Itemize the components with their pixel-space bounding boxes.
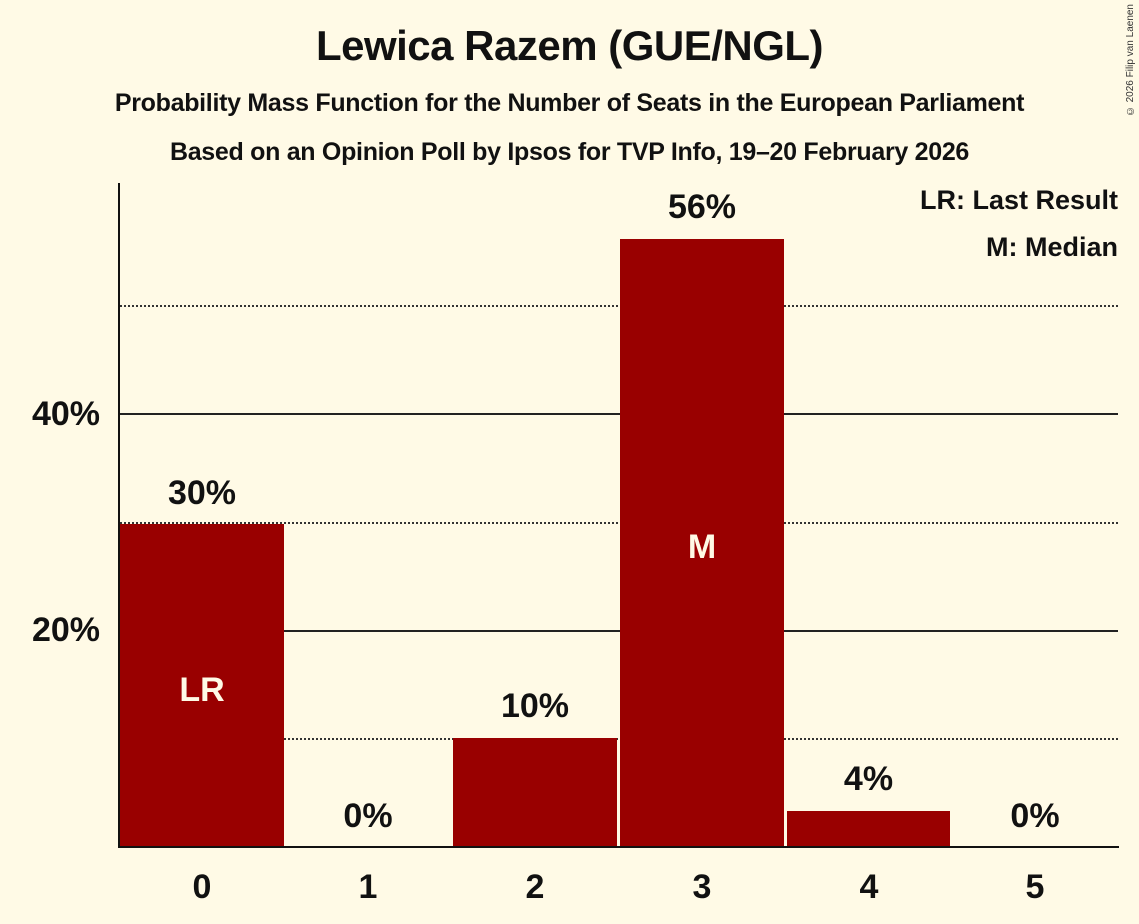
gridline-10 bbox=[120, 738, 1118, 740]
bar-4-seats bbox=[787, 811, 950, 847]
bar-value-label: 10% bbox=[500, 687, 570, 725]
median-marker: M bbox=[687, 528, 717, 566]
legend-median: M: Median bbox=[986, 232, 1118, 262]
x-tick-1: 1 bbox=[358, 868, 378, 906]
bar-value-label: 0% bbox=[343, 797, 393, 835]
x-tick-4: 4 bbox=[859, 868, 879, 906]
bar-value-label: 0% bbox=[1010, 797, 1060, 835]
gridline-40 bbox=[120, 413, 1118, 415]
y-axis bbox=[118, 183, 120, 848]
y-tick-20: 20% bbox=[31, 611, 100, 649]
x-axis bbox=[118, 846, 1119, 848]
legend-last-result: LR: Last Result bbox=[919, 185, 1118, 215]
x-tick-5: 5 bbox=[1025, 868, 1045, 906]
gridline-20 bbox=[120, 630, 1118, 632]
bar-value-label: 30% bbox=[167, 474, 237, 512]
bar-2-seats bbox=[453, 738, 617, 847]
chart-title: Lewica Razem (GUE/NGL) bbox=[315, 22, 824, 69]
gridline-30 bbox=[120, 522, 1118, 524]
x-tick-2: 2 bbox=[525, 868, 545, 906]
bar-0-seats bbox=[120, 524, 284, 847]
chart-subtitle: Probability Mass Function for the Number… bbox=[114, 89, 1025, 117]
x-tick-0: 0 bbox=[192, 868, 212, 906]
chart-source-subtitle: Based on an Opinion Poll by Ipsos for TV… bbox=[169, 138, 970, 166]
bar-value-label: 4% bbox=[843, 760, 894, 798]
y-tick-40: 40% bbox=[31, 395, 100, 433]
bar-3-seats bbox=[620, 239, 784, 847]
bar-value-label: 56% bbox=[667, 188, 737, 226]
gridline-50 bbox=[120, 305, 1118, 307]
last-result-marker: LR bbox=[179, 671, 225, 709]
x-tick-3: 3 bbox=[692, 868, 712, 906]
